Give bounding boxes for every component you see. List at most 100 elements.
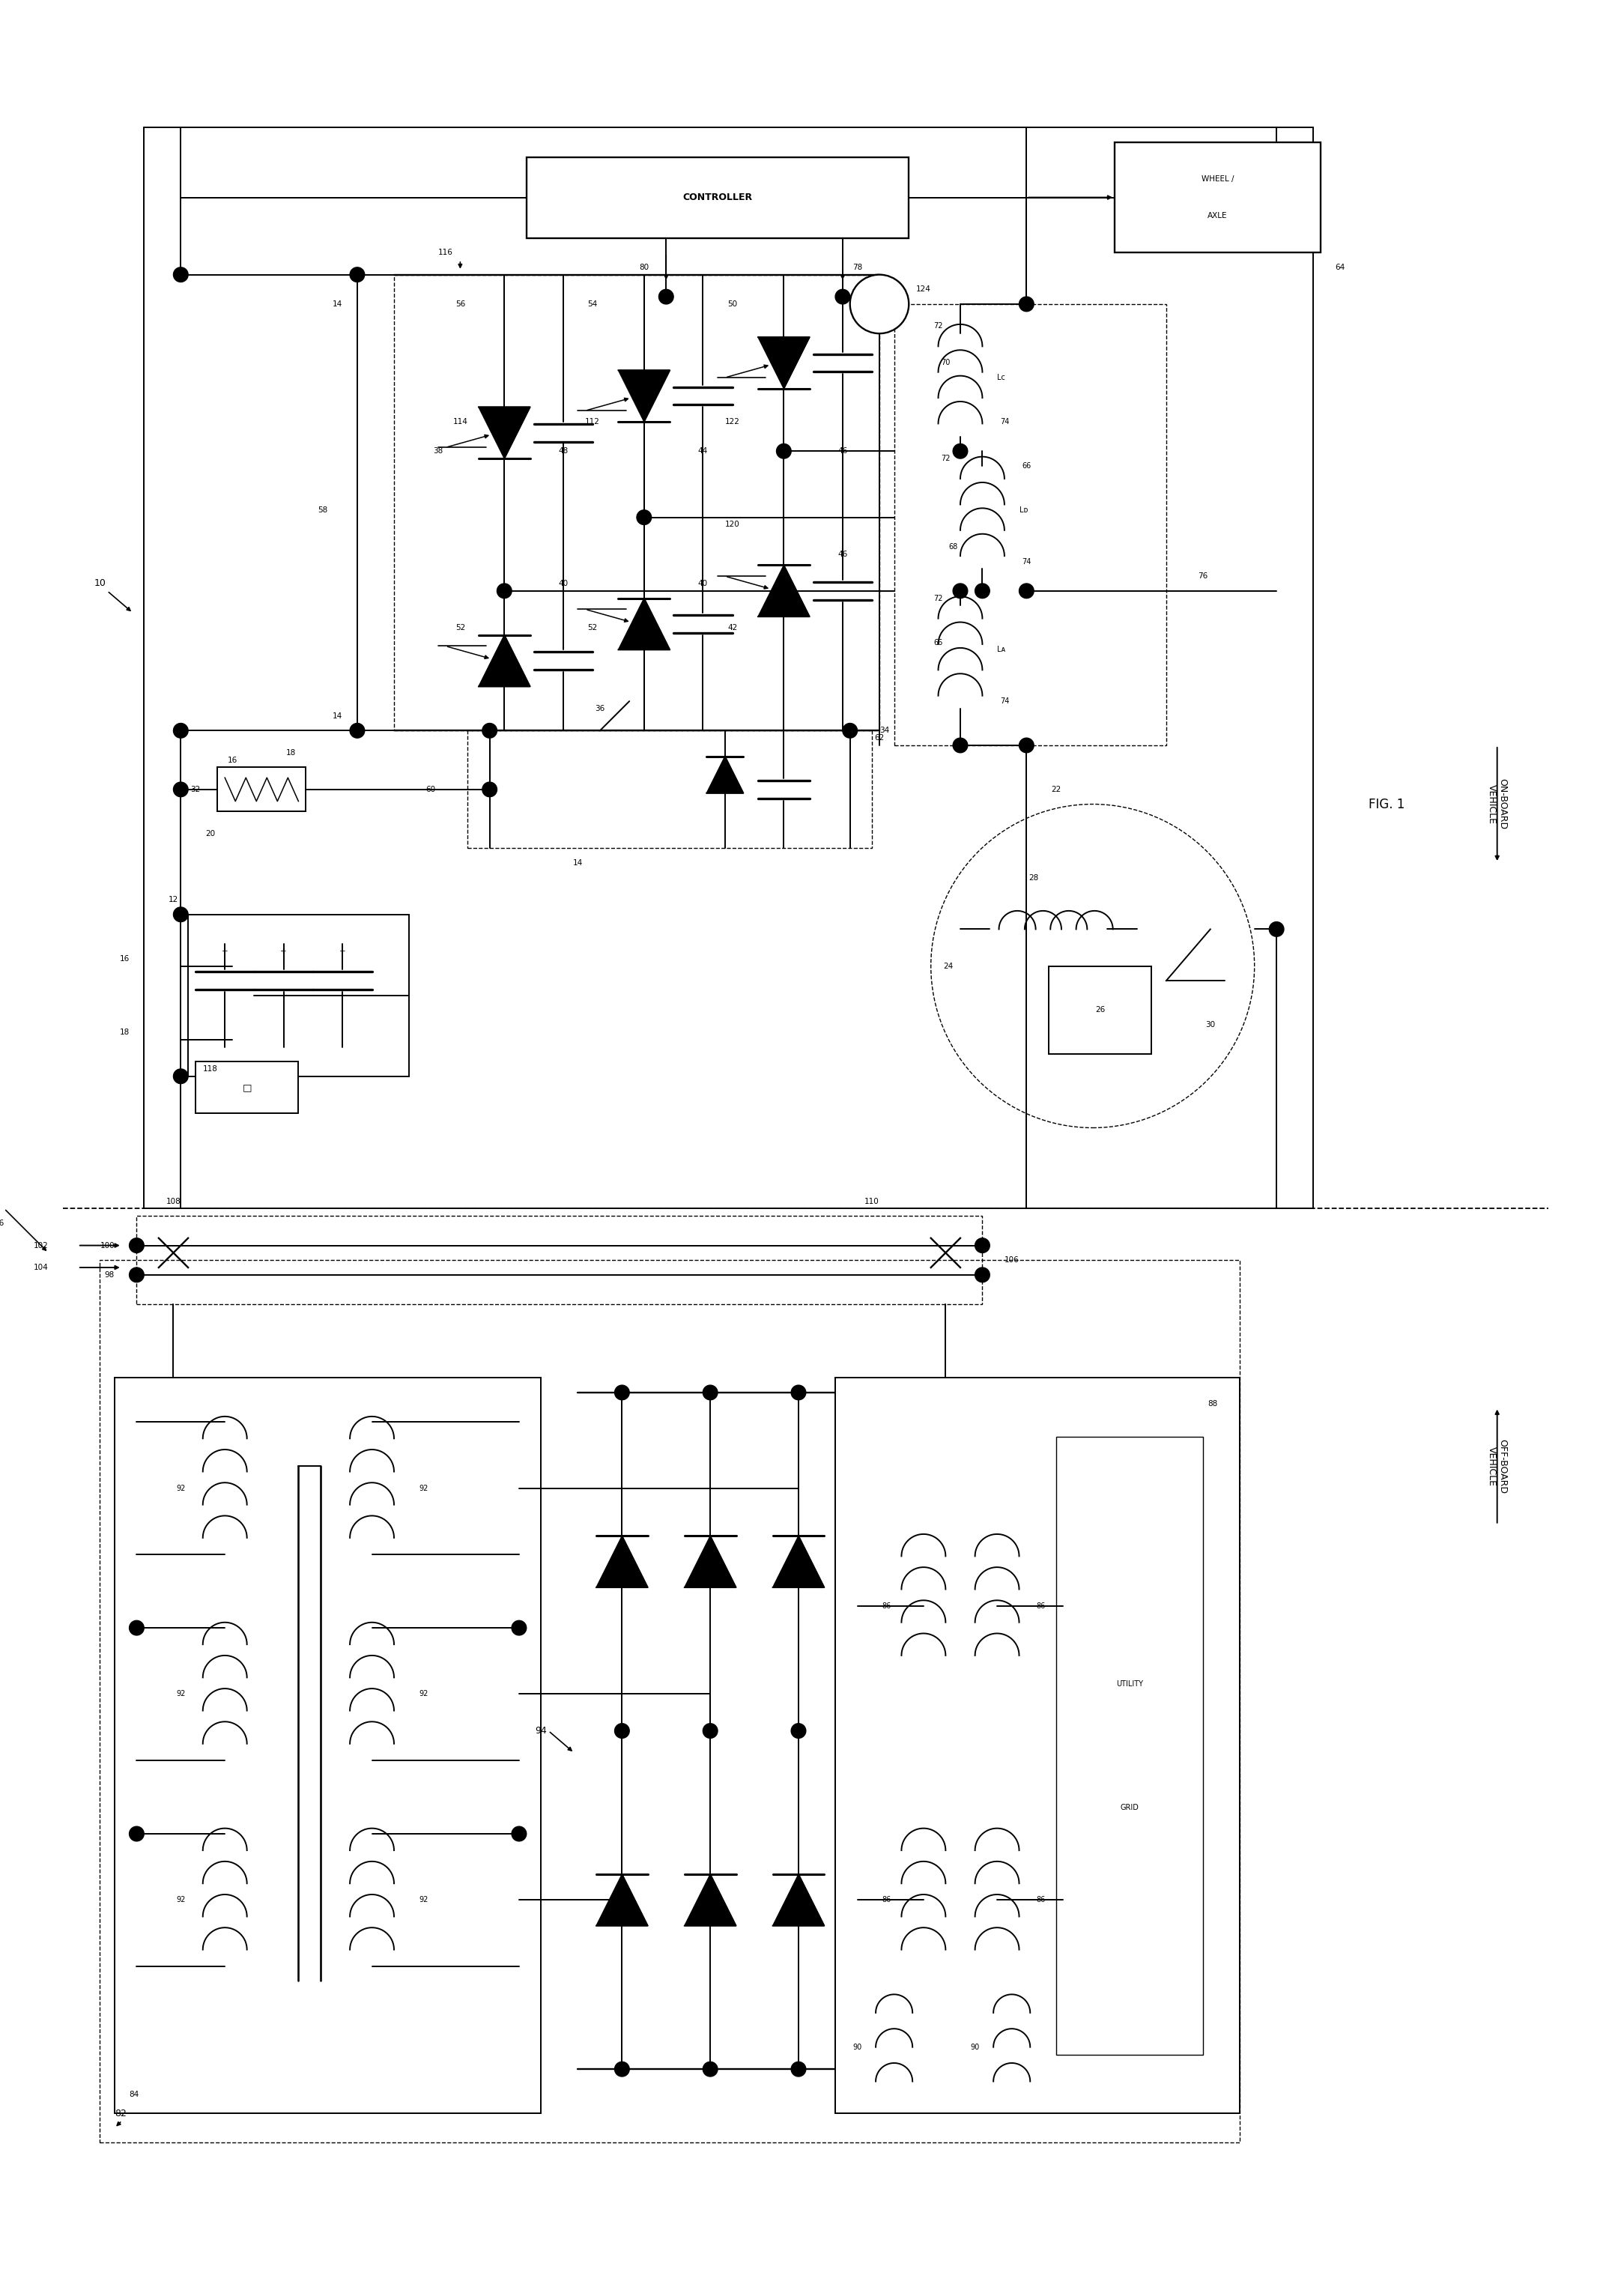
Polygon shape	[619, 370, 670, 422]
Circle shape	[975, 1238, 990, 1254]
Circle shape	[791, 2062, 806, 2076]
Polygon shape	[757, 338, 809, 388]
Text: 12: 12	[168, 895, 178, 905]
Bar	[115, 1378, 541, 2112]
Circle shape	[173, 783, 187, 797]
Circle shape	[483, 723, 497, 737]
Circle shape	[975, 1267, 990, 1281]
Polygon shape	[772, 1536, 824, 1587]
Circle shape	[173, 907, 187, 923]
Text: 68: 68	[948, 544, 958, 551]
Text: 52: 52	[588, 625, 598, 631]
Text: 74: 74	[1000, 698, 1009, 705]
Polygon shape	[685, 1874, 736, 1926]
Text: 92: 92	[418, 1896, 428, 1903]
Text: 72: 72	[933, 321, 943, 331]
Text: 122: 122	[725, 418, 740, 425]
Text: 92: 92	[176, 1486, 186, 1492]
Text: AXLE: AXLE	[1208, 211, 1227, 220]
Text: 18: 18	[286, 748, 296, 755]
Text: 110: 110	[864, 1199, 880, 1205]
Circle shape	[350, 723, 365, 737]
Text: +: +	[281, 948, 287, 955]
Circle shape	[791, 1384, 806, 1401]
Circle shape	[129, 1267, 144, 1281]
Circle shape	[975, 583, 990, 599]
Text: 50: 50	[727, 301, 736, 308]
Text: 86: 86	[1037, 1896, 1047, 1903]
Text: 30: 30	[1205, 1022, 1214, 1029]
Text: 102: 102	[34, 1242, 48, 1249]
Bar	[1048, 967, 1151, 1054]
Text: 90: 90	[971, 2043, 980, 2050]
Text: FIG. 1: FIG. 1	[1370, 797, 1405, 810]
Polygon shape	[772, 1874, 824, 1926]
Circle shape	[129, 1621, 144, 1635]
Text: 20: 20	[205, 829, 215, 838]
Circle shape	[777, 443, 791, 459]
Text: 14: 14	[573, 859, 583, 868]
Circle shape	[953, 443, 967, 459]
Circle shape	[703, 2062, 717, 2076]
Bar	[137, 1217, 982, 1304]
Text: Lᴅ: Lᴅ	[1019, 505, 1027, 514]
Circle shape	[173, 1070, 187, 1084]
Text: 74: 74	[1000, 418, 1009, 425]
Text: UTILITY: UTILITY	[1116, 1681, 1143, 1688]
Circle shape	[703, 1724, 717, 1738]
Text: 62: 62	[874, 735, 885, 742]
Text: 60: 60	[426, 785, 436, 792]
Circle shape	[843, 723, 858, 737]
Text: 92: 92	[418, 1486, 428, 1492]
Text: 96: 96	[0, 1219, 5, 1226]
Text: 92: 92	[176, 1896, 186, 1903]
Text: 54: 54	[588, 301, 598, 308]
Text: Lᴄ: Lᴄ	[996, 374, 1005, 381]
Polygon shape	[619, 599, 670, 650]
Text: OFF-BOARD
VEHICLE: OFF-BOARD VEHICLE	[1487, 1440, 1508, 1492]
Circle shape	[615, 2062, 630, 2076]
Text: 34: 34	[880, 728, 890, 735]
Circle shape	[497, 583, 512, 599]
Circle shape	[791, 1724, 806, 1738]
Text: 32: 32	[191, 785, 200, 792]
Text: 92: 92	[176, 1690, 186, 1697]
Text: 44: 44	[698, 448, 707, 455]
Text: ON-BOARD
VEHICLE: ON-BOARD VEHICLE	[1487, 778, 1508, 829]
Text: +: +	[339, 948, 346, 955]
Circle shape	[615, 1724, 630, 1738]
Bar	[835, 1378, 1240, 2112]
Circle shape	[173, 266, 187, 282]
Text: +: +	[221, 948, 228, 955]
Circle shape	[849, 276, 909, 333]
Text: 84: 84	[129, 2092, 139, 2099]
Circle shape	[1019, 296, 1034, 312]
Text: 74: 74	[1022, 558, 1030, 565]
Circle shape	[129, 1238, 144, 1254]
Bar	[100, 1261, 1240, 2142]
Text: 16: 16	[228, 755, 237, 765]
Text: 98: 98	[105, 1272, 115, 1279]
Text: 18: 18	[120, 1029, 129, 1035]
Text: 10: 10	[94, 579, 107, 588]
Text: 66: 66	[933, 638, 943, 645]
Circle shape	[1019, 737, 1034, 753]
Text: 106: 106	[1005, 1256, 1019, 1263]
Text: 22: 22	[1051, 785, 1061, 792]
Text: WHEEL /: WHEEL /	[1202, 174, 1234, 184]
Text: 116: 116	[438, 248, 452, 257]
Circle shape	[953, 737, 967, 753]
Circle shape	[703, 1384, 717, 1401]
Polygon shape	[596, 1536, 648, 1587]
Text: 86: 86	[1037, 1603, 1047, 1609]
Text: CONTROLLER: CONTROLLER	[683, 193, 753, 202]
Text: 56: 56	[455, 301, 465, 308]
Circle shape	[835, 289, 849, 303]
Text: 100: 100	[100, 1242, 115, 1249]
Bar	[187, 914, 409, 1077]
Text: 64: 64	[1336, 264, 1345, 271]
Text: Lᴀ: Lᴀ	[996, 645, 1006, 654]
Text: 86: 86	[882, 1603, 891, 1609]
Text: 108: 108	[166, 1199, 181, 1205]
Text: 90: 90	[853, 2043, 862, 2050]
